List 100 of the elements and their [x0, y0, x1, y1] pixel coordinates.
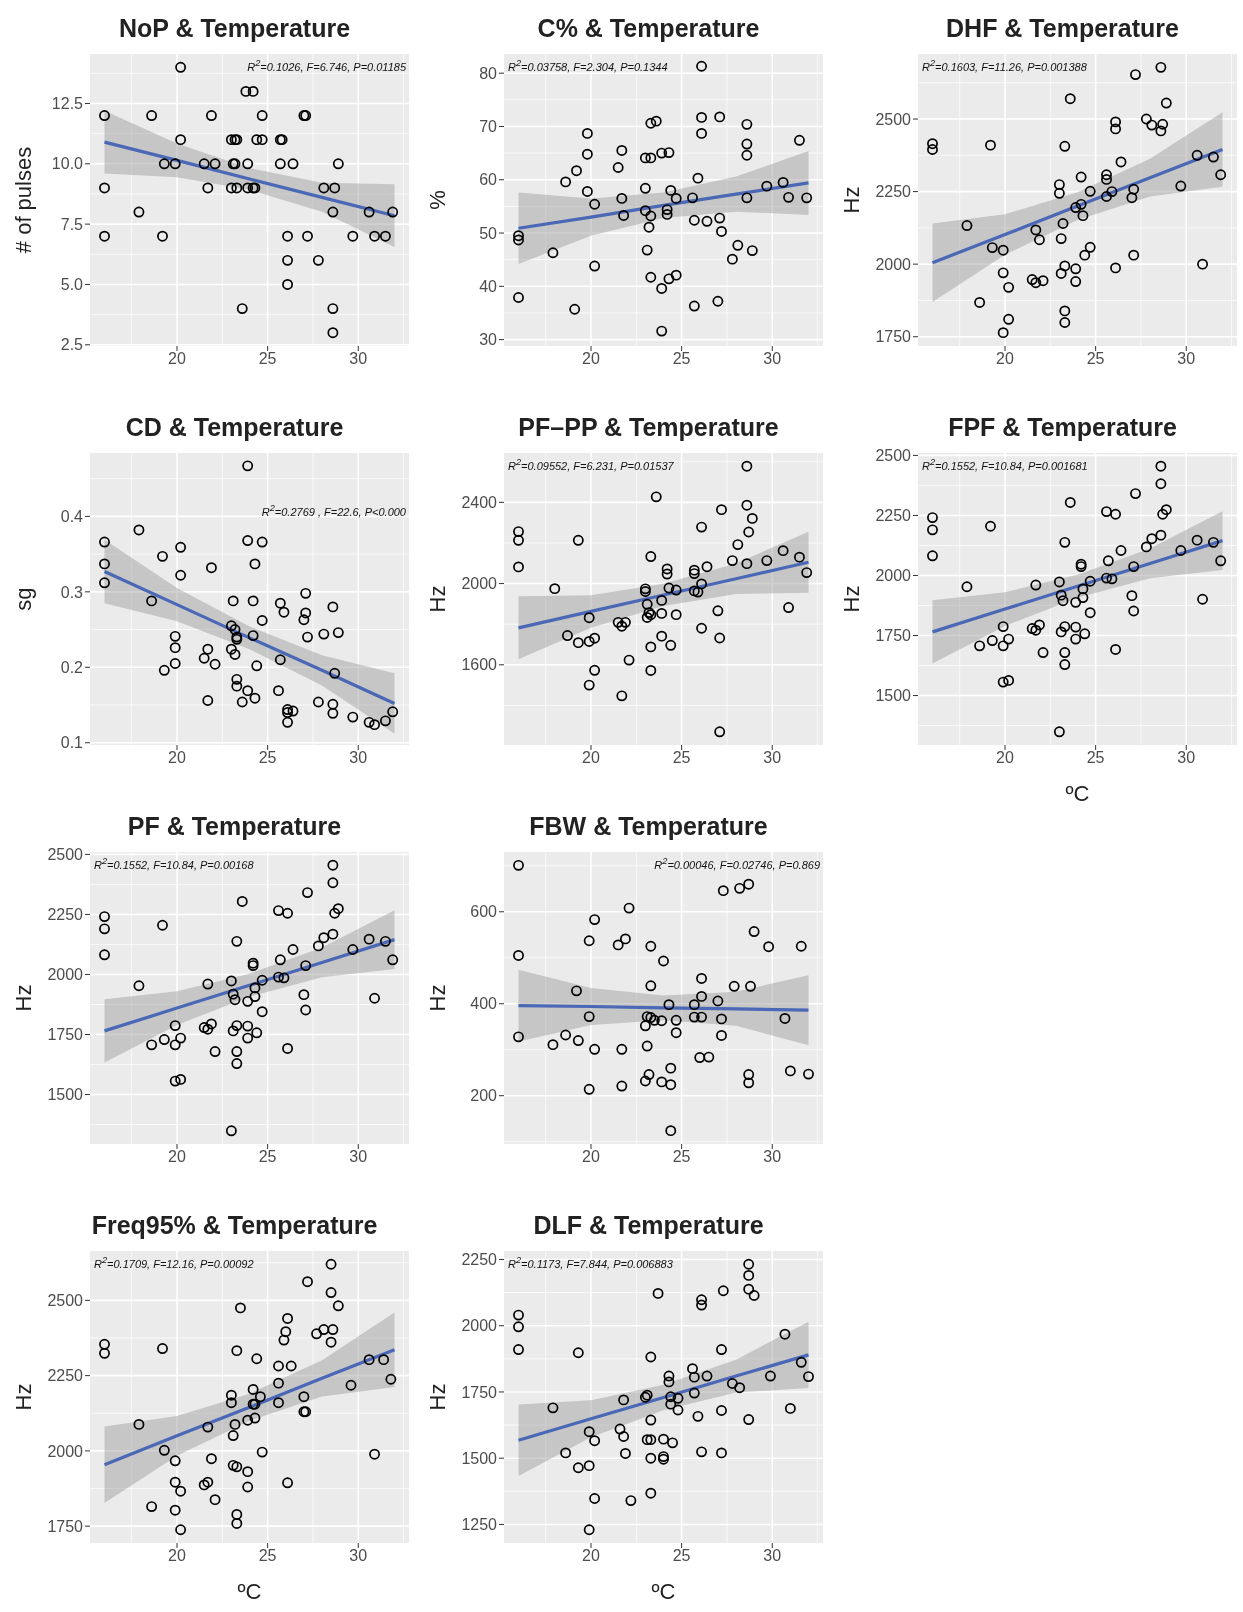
- annotation: R$^{2}$=0.1552, F=10.84, P=0.001681: [922, 457, 1088, 472]
- point: [703, 1051, 715, 1063]
- y-tick-label: 1750: [47, 1517, 84, 1535]
- point: [645, 641, 657, 653]
- point: [513, 534, 524, 546]
- y-tick-label: 0.1: [60, 734, 84, 752]
- point: [645, 1434, 657, 1446]
- point: [229, 994, 241, 1006]
- point: [663, 999, 675, 1011]
- y-axis-title: # of pulses: [11, 146, 37, 254]
- point: [1033, 234, 1045, 246]
- point: [169, 1455, 181, 1467]
- point: [256, 134, 268, 146]
- x-tick-label: 20: [582, 1547, 600, 1565]
- point: [641, 1434, 653, 1446]
- point: [1160, 504, 1172, 516]
- point: [927, 138, 938, 150]
- point: [169, 1020, 181, 1032]
- point: [229, 1418, 241, 1430]
- point: [645, 551, 657, 563]
- point: [701, 1370, 713, 1382]
- point: [1110, 262, 1122, 274]
- point: [612, 939, 624, 951]
- point: [513, 230, 524, 242]
- point: [158, 1034, 170, 1045]
- point: [236, 896, 248, 907]
- point: [1128, 561, 1140, 573]
- point: [661, 204, 673, 216]
- point: [927, 144, 938, 155]
- point: [385, 1373, 397, 1385]
- point: [175, 1485, 187, 1497]
- point: [513, 561, 524, 573]
- point: [513, 950, 524, 961]
- point: [1155, 460, 1167, 472]
- point: [688, 1371, 700, 1383]
- point: [670, 1027, 682, 1039]
- point: [242, 1020, 254, 1032]
- chart-title: DHF & Temperature: [945, 13, 1180, 44]
- point: [645, 117, 657, 129]
- x-tick-label: 20: [168, 1547, 186, 1565]
- y-axis-title: Hz: [11, 984, 37, 1012]
- point: [318, 182, 330, 194]
- point: [247, 85, 259, 97]
- point: [583, 679, 595, 691]
- point: [784, 1065, 796, 1077]
- point: [1084, 241, 1096, 253]
- point: [663, 1370, 675, 1382]
- point: [692, 1410, 704, 1422]
- y-tick-label: 0.2: [60, 658, 84, 676]
- point: [1053, 179, 1065, 191]
- point: [329, 182, 341, 194]
- point: [1191, 534, 1203, 546]
- point: [379, 935, 391, 947]
- point: [547, 1039, 559, 1051]
- point: [643, 1069, 655, 1081]
- line-series: [516, 1353, 811, 1442]
- point: [779, 1328, 791, 1340]
- point: [997, 267, 1009, 279]
- point: [741, 558, 753, 570]
- point: [696, 973, 708, 984]
- point: [645, 210, 657, 222]
- point: [619, 1447, 631, 1459]
- point: [692, 172, 704, 184]
- y-tick-label: 1750: [47, 1026, 84, 1044]
- point: [583, 1083, 595, 1095]
- point: [716, 1447, 727, 1459]
- point: [986, 635, 998, 646]
- point: [1197, 258, 1209, 270]
- point: [327, 206, 339, 218]
- point: [748, 1290, 760, 1301]
- annotation: R$^{2}$=0.1026, F=6.746, P=0.01185: [247, 58, 406, 73]
- point: [670, 192, 682, 204]
- point: [157, 1343, 168, 1354]
- point: [1064, 497, 1076, 508]
- point: [696, 1446, 708, 1458]
- y-tick-label: 2500: [47, 1292, 84, 1310]
- point: [327, 327, 339, 339]
- point: [623, 654, 635, 666]
- x-tick-label: 30: [763, 1148, 782, 1166]
- y-tick-label: 2250: [875, 183, 912, 201]
- point: [225, 1125, 237, 1137]
- point: [625, 1495, 637, 1507]
- point: [300, 1004, 312, 1016]
- point: [997, 676, 1009, 688]
- point: [716, 1344, 727, 1356]
- point: [795, 940, 807, 952]
- point: [619, 933, 631, 945]
- point: [513, 859, 524, 871]
- point: [650, 491, 662, 503]
- point: [302, 887, 313, 899]
- x-tick-label: 25: [672, 749, 691, 767]
- point: [169, 1075, 181, 1087]
- point: [225, 1397, 237, 1409]
- point: [645, 980, 657, 992]
- point: [741, 460, 753, 472]
- point: [1157, 508, 1169, 520]
- point: [1157, 118, 1169, 130]
- x-tick-label: 20: [168, 749, 186, 767]
- point: [560, 176, 572, 188]
- y-tick-label: 2400: [461, 494, 498, 512]
